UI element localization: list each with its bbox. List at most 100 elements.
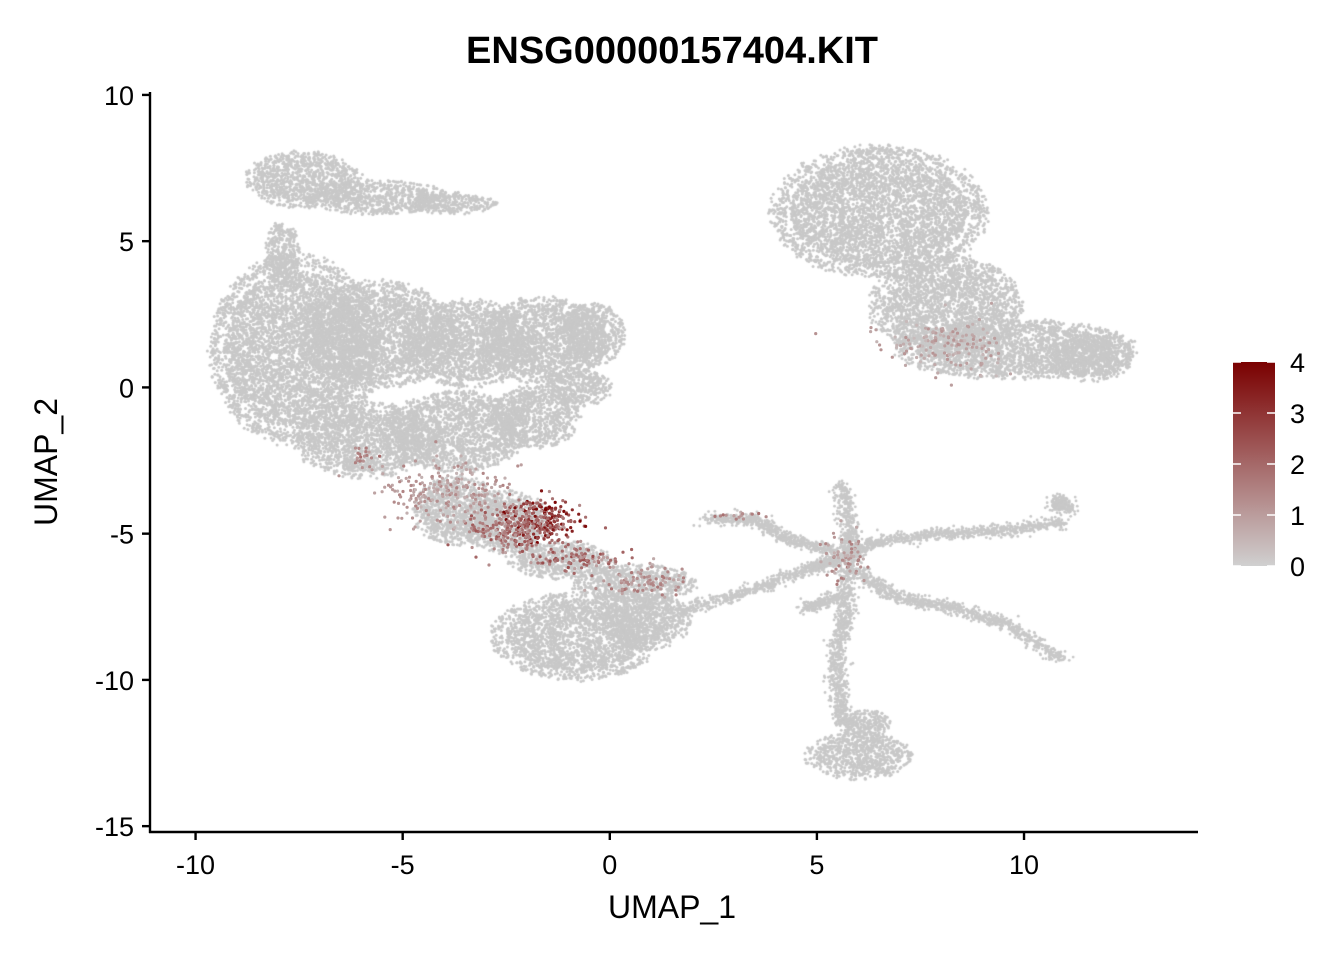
expressing-cell-point: [413, 459, 418, 463]
expressing-cell-point: [518, 550, 522, 554]
expressing-cell-point: [519, 517, 523, 521]
expressing-cell-point: [503, 524, 507, 528]
expressing-cell-point: [414, 496, 418, 501]
y-tick-label: 0: [119, 373, 134, 403]
expressing-cell-point: [481, 522, 485, 526]
expressing-cell-point: [996, 361, 1000, 365]
expressing-cell-point: [617, 589, 621, 593]
expressing-cell-point: [713, 514, 717, 519]
expressing-cell-point: [681, 580, 685, 584]
expressing-cell-point: [941, 327, 945, 331]
expressing-cell-point: [681, 576, 686, 580]
expressing-cell-point: [516, 521, 520, 525]
expressing-cell-point: [618, 573, 622, 577]
expressing-cell-point: [402, 464, 406, 468]
expressing-cell-point: [453, 526, 457, 530]
expressing-cell-point: [934, 376, 938, 380]
expressing-cell-point: [452, 505, 456, 509]
expressing-cell-point: [934, 326, 938, 330]
expressing-cell-point: [362, 454, 366, 458]
expressing-cell-point: [435, 454, 439, 458]
expressing-cell-point: [452, 513, 456, 517]
colorbar-tick-label: 2: [1290, 450, 1305, 480]
expressing-cell-point: [456, 464, 460, 468]
expressing-cell-point: [517, 498, 521, 502]
expressing-cell-point: [643, 583, 647, 587]
expressing-cell-point: [445, 478, 450, 483]
expressing-cell-point: [405, 511, 409, 515]
expressing-cell-point: [461, 463, 465, 467]
expressing-cell-point: [474, 497, 478, 501]
expressing-cell-point: [519, 463, 523, 467]
expressing-cell-point: [409, 488, 413, 493]
expressing-cell-point: [951, 330, 955, 334]
expressing-cell-point: [814, 332, 818, 336]
expressing-cell-point: [435, 466, 439, 470]
expressing-cell-point: [359, 455, 363, 459]
expressing-cell-point: [518, 536, 522, 540]
expressing-cell-point: [530, 544, 534, 548]
expressing-cell-point: [579, 539, 583, 544]
expressing-cell-point: [584, 515, 588, 519]
expressing-cell-point: [942, 351, 947, 355]
expressing-cell-point: [840, 558, 845, 562]
expressing-cell-point: [512, 509, 516, 514]
expressing-cell-point: [663, 566, 667, 571]
expressing-cell-point: [565, 528, 569, 532]
expressing-cell-point: [645, 575, 650, 579]
expressing-cell-point: [532, 511, 536, 515]
expressing-cell-point: [947, 353, 951, 357]
expressing-cell-point: [741, 512, 745, 516]
expressing-cell-point: [400, 516, 404, 520]
expressing-cell-point: [602, 555, 606, 560]
expressing-cell-point: [994, 341, 999, 345]
expressing-cell-point: [467, 480, 471, 484]
expressing-cell-point: [977, 317, 982, 322]
expressing-cell-point: [548, 526, 552, 530]
expressing-cell-point: [402, 502, 406, 506]
expressing-cell-point: [641, 588, 645, 592]
expressing-cell-point: [454, 493, 458, 497]
expressing-cell-point: [556, 539, 560, 543]
expressing-cell-point: [480, 534, 484, 538]
expressing-cell-point: [506, 542, 510, 547]
expressing-cell-point: [639, 572, 643, 576]
expressing-cell-point: [478, 500, 482, 505]
expressing-cell-point: [538, 531, 542, 535]
expressing-cell-point: [614, 560, 618, 564]
expressing-cell-point: [537, 504, 542, 508]
expressing-cell-point: [560, 515, 564, 519]
expressing-cell-point: [857, 539, 861, 544]
expressing-cell-point: [404, 476, 408, 480]
expressing-cell-point: [544, 508, 548, 512]
expressing-cell-point: [464, 484, 468, 489]
expressing-cell-point: [500, 528, 504, 532]
expressing-cell-point: [432, 486, 436, 490]
expressing-cell-point: [601, 552, 605, 556]
expressing-cell-point: [506, 486, 510, 490]
expressing-cell-point: [847, 557, 851, 561]
expressing-cell-point: [607, 583, 611, 587]
expressing-cell-point: [440, 476, 444, 480]
expressing-cell-point: [842, 551, 846, 555]
expressing-cell-point: [578, 519, 582, 523]
expressing-cell-point: [531, 501, 535, 505]
expressing-cell-point: [548, 541, 552, 545]
expressing-cell-point: [879, 348, 883, 352]
expressing-cell-point: [423, 495, 427, 499]
expressing-cell-point: [413, 525, 417, 529]
expressing-cell-point: [933, 353, 937, 357]
expressing-cell-point: [848, 540, 852, 544]
expressing-cell-point: [503, 551, 508, 555]
x-tick-label: 0: [602, 850, 617, 880]
expressing-cell-point: [474, 555, 478, 559]
expressing-cell-point: [936, 371, 940, 375]
expressing-cell-point: [665, 576, 669, 580]
expressing-cell-point: [497, 537, 501, 541]
expressing-cell-point: [495, 513, 500, 517]
expressing-cell-point: [418, 497, 422, 501]
expressing-cell-point: [473, 510, 477, 514]
expressing-cell-point: [608, 565, 612, 569]
expressing-cell-point: [361, 459, 365, 463]
expressing-cell-point: [819, 560, 823, 564]
